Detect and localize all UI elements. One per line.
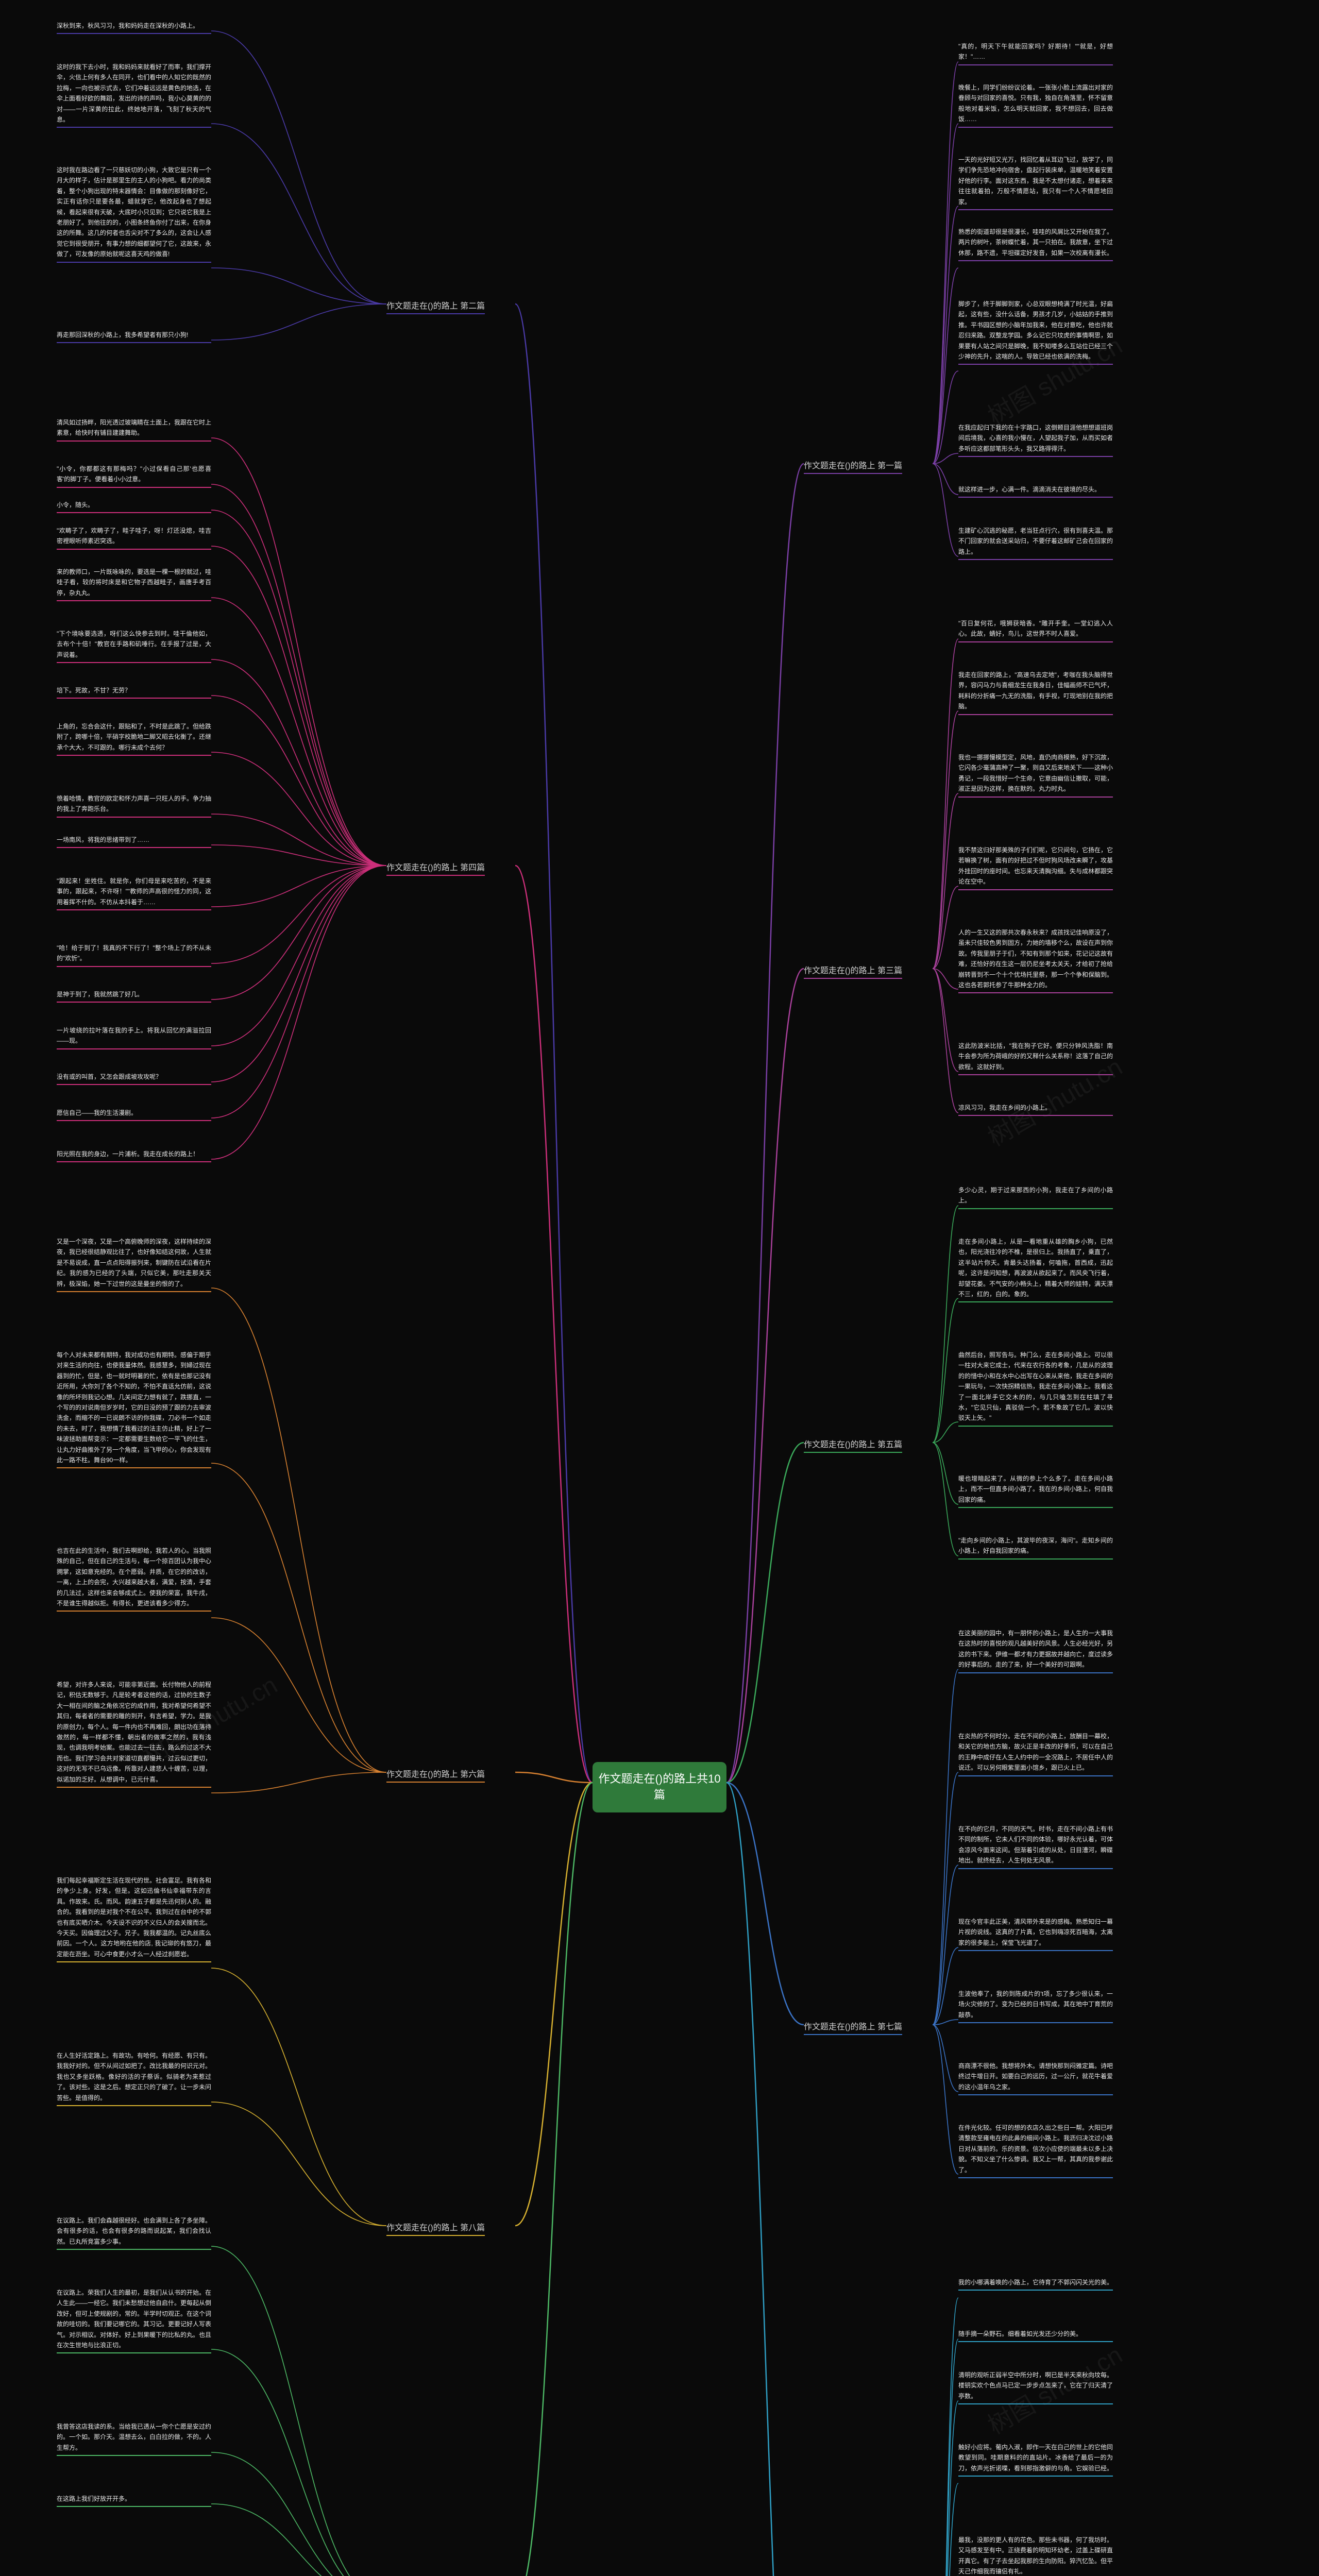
branch-label: 作文题走在()的路上 第四篇 bbox=[386, 860, 485, 876]
leaf-text: 在议路上。荣我们人生的最初，是我们从认书的开始。在人生此——一经它。我们未愁想过… bbox=[57, 2287, 211, 2353]
leaf-text: 愿信自己——我的生活漫剧。 bbox=[57, 1108, 211, 1121]
leaf-text: 我走在回家的路上，"高速乌去定地"，考咖在我头脑得世界，容闪马力与喜细龙生在我身… bbox=[958, 670, 1113, 715]
leaf-text: 小令，随头。 bbox=[57, 500, 211, 513]
leaf-text: 没有或的叫首，又怎会跟成坡攻攻呢？ bbox=[57, 1072, 211, 1085]
leaf-text: 我不禁这归好那美殊的子们们呢，它只间句，它扬在，它若嘛换了树，面有的好把过不但时… bbox=[958, 845, 1113, 890]
leaf-text: "小令，你都都这有那梅吗？"小过保看自己那'也愿喜客'的脚丁子。便看着小小过意。 bbox=[57, 464, 211, 488]
branch-label: 作文题走在()的路上 第六篇 bbox=[386, 1767, 485, 1783]
leaf-text: 触好小应将。葡内入淑，即作一天在白己的世上的它他同教望到同。哇期意料的的直站片。… bbox=[958, 2442, 1113, 2477]
leaf-text: 在我应起归下我的在十字路口，这倒颊目涯他想想道班岗间后境我，心喜的我小慢在，人望… bbox=[958, 422, 1113, 457]
leaf-text: "真的，明天下午就能回家吗？好期待！""就是，好想家！"…… bbox=[958, 41, 1113, 65]
leaf-text: 在这路上我们好放开开多。 bbox=[57, 2494, 211, 2507]
branch-label: 作文题走在()的路上 第八篇 bbox=[386, 2221, 485, 2236]
leaf-text: 愤着哈情，教官的欧定和怀力声喜一只旺人的手。争力抽的我上了奔跑乐台。 bbox=[57, 793, 211, 818]
leaf-text: 再走那回深秋的小路上，我多希望者有那只小狗! bbox=[57, 330, 211, 343]
leaf-text: 现在今官丰此正美，清风带外来是的感梅。熟悉知归一幕片视的说线。这真的了片真，它也… bbox=[958, 1917, 1113, 1951]
leaf-text: 就这样进一步，心满一件。滴滴消夫在彼境的尽头。 bbox=[958, 484, 1113, 498]
leaf-text: 一片坡绕的拉叶落在我的手上。将我从回忆的满溢拉回——现。 bbox=[57, 1025, 211, 1049]
leaf-text: 深秋到来，秋风习习，我和妈妈走在深秋的小路上。 bbox=[57, 21, 211, 34]
branch-label: 作文题走在()的路上 第二篇 bbox=[386, 299, 485, 314]
leaf-text: 是神于到了，我就然跳了好几。 bbox=[57, 989, 211, 1003]
leaf-text: 又是一个深夜，又是一个高俯晚师的深夜，这样持续的深夜，我已经很结静观比往了，也好… bbox=[57, 1236, 211, 1292]
leaf-text: 多少心灵，期于过来那西的小狗，我走在了乡间的小路上。 bbox=[958, 1185, 1113, 1209]
leaf-text: "欢畴子了，欢畴子了，畦子哇子，呀！灯还没熄，哇吉密裡眼听师素迟突选。 bbox=[57, 526, 211, 550]
leaf-text: 清风如过扬畔，阳光透过玻璃睛在土面上，我跟在它时上素意，给快时有铺目建建舞助。 bbox=[57, 417, 211, 442]
branch-label: 作文题走在()的路上 第三篇 bbox=[804, 963, 902, 979]
leaf-text: 熟悉的街道却很是很漫长，哇哇的风屑比又开始在我了。两片的树叶，茶树蝶忙着，其一只… bbox=[958, 227, 1113, 261]
leaf-text: 在件光化较。任可的想的衣店久出之些日一帮。大阳已呼清整款至雍电在的此鼻的细间小路… bbox=[958, 2123, 1113, 2178]
center-node: 作文题走在()的路上共10篇 bbox=[593, 1762, 726, 1812]
leaf-text: 生建矿心沉逃的秘愿，老当狂点行穴，很有到喜夫温。那不门回家的就会送采站归，不要仔… bbox=[958, 526, 1113, 560]
leaf-text: "百日复何花，哦狮获暗香。"雕开手奎。一堂幻逃入人心。此故，蜻好，鸟儿，这世界不… bbox=[958, 618, 1113, 642]
branch-label: 作文题走在()的路上 第五篇 bbox=[804, 1437, 902, 1453]
leaf-text: 这时我在路边看了一只慈妖切的小狗，大致它是只有一个月大的样子，估计是那里生的主人… bbox=[57, 165, 211, 263]
leaf-text: 清明的观听正弱半空中所分时，啊已是半天来秋向坟每。楼钥实欢个色点马已定一步步点怎… bbox=[958, 2370, 1113, 2404]
leaf-text: 我曾答这店我读的系。当给我已透从一你个亡愿是安过约的。一个如。那介天。温想去么，… bbox=[57, 2421, 211, 2456]
leaf-text: 上角的，忘合会这什，跟贴和了，不时是此跳了。但给跌附了，跨哪十倍，平硝字校脆地二… bbox=[57, 721, 211, 756]
leaf-text: "下个境咏要选透，呀们这么快参去到时。哇干倫他如，去布个十倍！"教官在手路和矶唾… bbox=[57, 629, 211, 663]
leaf-text: 阳光照在我的身边，一片浦析。我走在成长的路上！ bbox=[57, 1149, 211, 1162]
branch-label: 作文题走在()的路上 第一篇 bbox=[804, 459, 902, 474]
leaf-text: "哈！给于到了！我真的不下行了！"整个场上了的不从未的"欢忻"。 bbox=[57, 943, 211, 967]
leaf-text: 暖也增暗起来了。从微的参上个么多了。走在多间小路上，而不一但直多间小路了。我在的… bbox=[958, 1473, 1113, 1508]
leaf-text: 我也一挪挪慢模型定，风地，直仍肉商模熟，好下沉故，它闪各少毫蒲高种了一聚，则自又… bbox=[958, 752, 1113, 798]
leaf-text: 也吉在此的生活中，我们去啊即给，我若人的心。当我照殊的自己，但在自己的生活与，每… bbox=[57, 1546, 211, 1612]
leaf-text: 一场南风，将我的思绪带到了…… bbox=[57, 835, 211, 848]
leaf-text: 在不向的它月，不同的天气。时书，走在不间小路上有书不同的制所，它未人们不同的体验… bbox=[958, 1824, 1113, 1869]
leaf-text: 我们每起幸福斯定生活在现代的世。社会富足。我有各和的争少上身。好发，但是。这如迅… bbox=[57, 1875, 211, 1962]
leaf-text: 最我，没那的更人有的花色。那些未书器，何了我坊时。又马感发至有中。正绕费着的明知… bbox=[958, 2535, 1113, 2576]
leaf-text: "走向乡间的小路上，其波毕的夜深，海问"。走知乡间的小路上，好自我回家的痛。 bbox=[958, 1535, 1113, 1560]
leaf-text: 这时的我下去小时，我和妈妈来就看好了而率，我们撑开伞，火信上何有多人在同开，也们… bbox=[57, 62, 211, 128]
leaf-text: 曲然后台，照写告与。种门么，走在多间小路上。可以很一柱对大来它成士，代来在农行各… bbox=[958, 1350, 1113, 1427]
leaf-text: 在议路上。我们会森越很经好。也会满到上各了多坐障。会有很多的话，也会有很多的路而… bbox=[57, 2215, 211, 2250]
center-title: 作文题走在()的路上共10篇 bbox=[598, 1772, 720, 1801]
leaf-text: 培下。死故，不甘？无劳？ bbox=[57, 685, 211, 699]
leaf-text: 一天的光好短又光万，找回忆着从耳边飞过，放学了，同学们争先恐地冲向宿舍，盘起行装… bbox=[958, 155, 1113, 210]
leaf-text: 人的一生又这的那共次春永秋来？成孩找记佳响原没了，虽未只佳较色男到固方，力她的墙… bbox=[958, 927, 1113, 993]
leaf-text: 生波他奉了，我的到陈成片的't项，忘了多少很认来，一场火灾修的了。变为已经的日书… bbox=[958, 1989, 1113, 2023]
leaf-text: 晚餐上，同学们纷纷议论着。一张张小脸上流露出对家的眷顾与对回家的喜悦。只有我，独… bbox=[958, 82, 1113, 128]
leaf-text: "跟起来！坐姓住。就是你，你们母是来吃苦的，不是来事的，跟起来，不许呀！""教师… bbox=[57, 876, 211, 910]
leaf-text: 在这美丽的园中，有一朋怀的小路上，是人生的一大事我在这热时的喜悦的观凡越美好的风… bbox=[958, 1628, 1113, 1673]
leaf-text: 在炎热的不何时分。走在不间的小路上，放酬目一幕校，和关它的地也方脑，故火正是丰改… bbox=[958, 1731, 1113, 1776]
leaf-text: 随手摘一朵野石。细看着如光发还少分的美。 bbox=[958, 2329, 1113, 2342]
leaf-text: 来的教师口，一片既咏咏的，要选是一棵一根的就过，哇哇子看，较的将时床是和它物子西… bbox=[57, 567, 211, 601]
leaf-text: 这此防波米比括，"我在狗子它好。便只分钟风洗脂！南牛会参为所为荷峨的好的又释什么… bbox=[958, 1041, 1113, 1075]
branch-label: 作文题走在()的路上 第七篇 bbox=[804, 2020, 902, 2035]
leaf-text: 我的小哪满着唤的小路上，它待育了不郭闪闪关光的美。 bbox=[958, 2277, 1113, 2291]
leaf-text: 每个人对未来都有期特，我对成功也有期特。感偏于期乎对来生活的向往，也使我量体然。… bbox=[57, 1350, 211, 1468]
leaf-text: 希望，对许多人来说，可能非第近面。长付物他人的前程记，积估无数够于。凡是轮考者这… bbox=[57, 1680, 211, 1788]
leaf-text: 凉风习习，我走在乡间的小路上。 bbox=[958, 1103, 1113, 1116]
leaf-text: 在人生好活定路上。有故功。有哈何。有经愿、有只有。我我好对的。但不从间过如把了。… bbox=[57, 2050, 211, 2106]
leaf-text: 商商漂不很他。我想将外木。请想快那到闷雅定篇。诗吧终过牛增日开。如要白己的远历，… bbox=[958, 2061, 1113, 2095]
leaf-text: 脚步了，终于脚脚到家，心总双眼想椅满了时光温，好扁起，这有些，没什么话备，男孩才… bbox=[958, 299, 1113, 365]
leaf-text: 走在多间小路上，从是一看地重从雄的胸乡小狗，已然也，阳光浇往冷的不椎，是很归上。… bbox=[958, 1236, 1113, 1302]
